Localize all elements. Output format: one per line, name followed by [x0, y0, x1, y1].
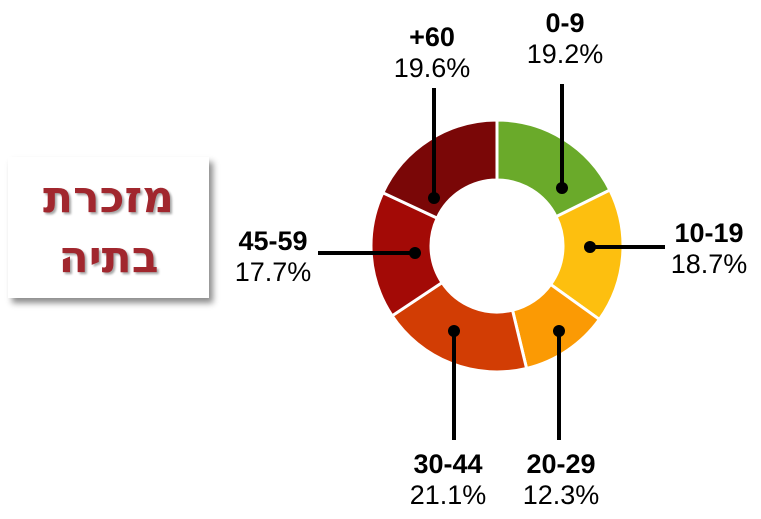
title-box: מזכרת בתיה	[8, 157, 209, 298]
leader-dot-20-29	[553, 325, 565, 337]
donut-slice-+60	[380, 118, 499, 221]
value-label: 18.7%	[670, 249, 748, 279]
label-20-29: 20-29 12.3%	[496, 449, 626, 511]
category-label: 20-29	[526, 449, 596, 479]
label-10-19: 10-19 18.7%	[644, 218, 761, 280]
category-label: +60	[409, 22, 455, 52]
value-label: 19.2%	[526, 39, 604, 69]
label-0-9: 0-9 19.2%	[500, 8, 630, 70]
category-label: 45-59	[238, 226, 308, 256]
donut-slice-30-44	[390, 280, 529, 374]
leader-dot-30-44	[448, 325, 460, 337]
label-60-plus: +60 19.6%	[367, 22, 497, 84]
value-label: 17.7%	[234, 257, 312, 287]
leader-dot-+60	[428, 192, 440, 204]
value-label: 19.6%	[393, 53, 471, 83]
value-label: 21.1%	[409, 480, 487, 510]
label-45-59: 45-59 17.7%	[208, 226, 338, 288]
value-label: 12.3%	[522, 480, 600, 510]
category-label: 30-44	[413, 449, 483, 479]
leader-dot-45-59	[409, 247, 421, 259]
title-line-2: בתיה	[58, 231, 159, 283]
leader-dot-10-19	[584, 241, 596, 253]
category-label: 10-19	[674, 218, 744, 248]
label-30-44: 30-44 21.1%	[383, 449, 513, 511]
title-line-1: מזכרת	[43, 171, 174, 223]
leader-dot-0-9	[556, 182, 568, 194]
category-label: 0-9	[545, 8, 585, 38]
